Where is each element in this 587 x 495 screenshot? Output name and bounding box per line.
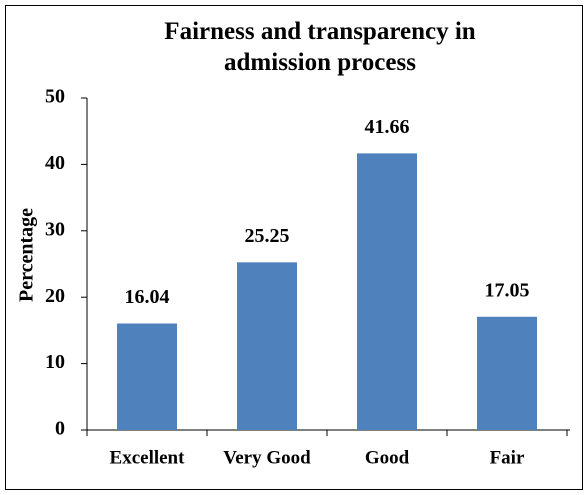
x-tick-label: Very Good	[223, 447, 311, 468]
y-tick-label: 50	[45, 86, 65, 108]
x-tick-label: Excellent	[110, 447, 186, 468]
y-tick-label: 40	[45, 152, 65, 174]
data-label: 25.25	[245, 225, 290, 247]
bar	[477, 316, 537, 430]
y-tick-label: 20	[45, 285, 65, 307]
data-label: 16.04	[125, 286, 170, 308]
x-tick-label: Good	[365, 447, 410, 468]
y-tick-label: 30	[45, 218, 65, 240]
y-tick-label: 0	[55, 418, 65, 440]
data-label: 41.66	[365, 116, 410, 138]
bar	[117, 323, 177, 430]
bar	[237, 262, 297, 430]
x-tick-label: Fair	[490, 447, 525, 468]
y-tick-label: 10	[45, 351, 65, 373]
chart-title: Fairness and transparency in admission p…	[164, 18, 476, 76]
bar	[357, 153, 417, 430]
data-label: 17.05	[485, 279, 530, 301]
y-axis-label: Percentage	[16, 208, 38, 302]
